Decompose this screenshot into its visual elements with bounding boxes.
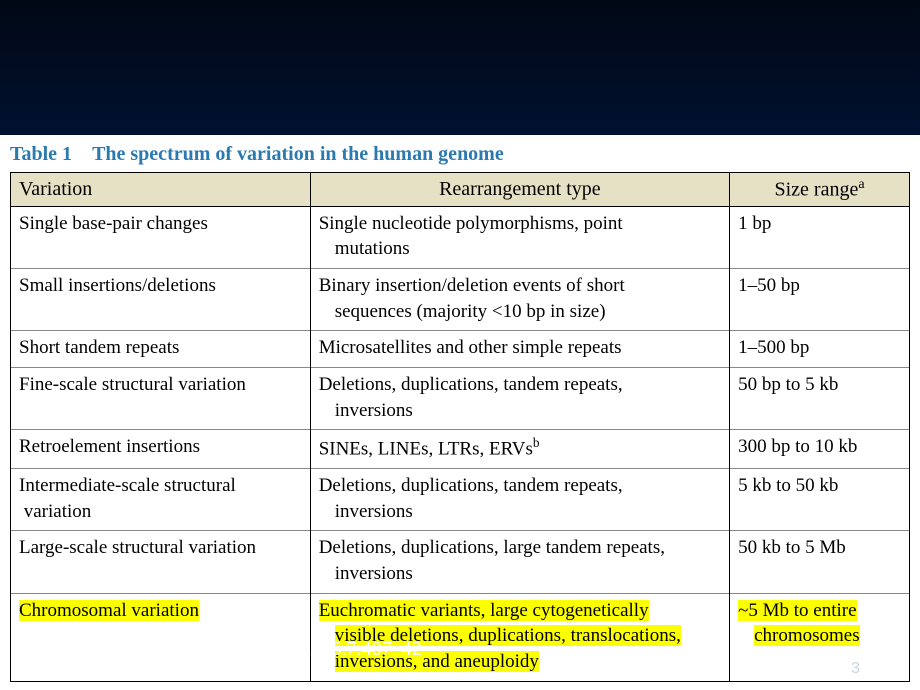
cell-size: ~5 Mb to entirechromosomes [730, 593, 910, 681]
variation-table: Variation Rearrangement type Size rangea… [10, 172, 910, 682]
cell-variation: Single base-pair changes [11, 206, 311, 268]
cell-size: 50 bp to 5 kb [730, 367, 910, 429]
cell-size: 300 bp to 10 kb [730, 430, 910, 469]
cell-rearrangement: Binary insertion/deletion events of shor… [310, 268, 729, 330]
col-header-variation: Variation [11, 173, 311, 207]
page-number: 3 [851, 660, 860, 678]
cell-rearrangement: Deletions, duplications, tandem repeats,… [310, 367, 729, 429]
citation-text: Annu. Rev. Genomics Hum. Genet. 2006.7:4… [12, 638, 422, 661]
cell-variation: Large-scale structural variation [11, 531, 311, 593]
cell-size: 1–50 bp [730, 268, 910, 330]
table-row: Intermediate-scale structural variation … [11, 469, 910, 531]
col-header-size: Size rangea [730, 173, 910, 207]
table-row: Retroelement insertions SINEs, LINEs, LT… [11, 430, 910, 469]
cell-variation: Fine-scale structural variation [11, 367, 311, 429]
cell-rearrangement: Single nucleotide polymorphisms, pointmu… [310, 206, 729, 268]
table-row: Large-scale structural variation Deletio… [11, 531, 910, 593]
table-panel: Table 1 The spectrum of variation in the… [0, 135, 920, 690]
table-title-prefix: Table 1 [10, 143, 72, 165]
cell-size: 5 kb to 50 kb [730, 469, 910, 531]
table-title-text: The spectrum of variation in the human g… [92, 143, 504, 165]
cell-variation: Retroelement insertions [11, 430, 311, 469]
table-header-row: Variation Rearrangement type Size rangea [11, 173, 910, 207]
cell-variation: Small insertions/deletions [11, 268, 311, 330]
table-row: Single base-pair changes Single nucleoti… [11, 206, 910, 268]
table-title: Table 1 The spectrum of variation in the… [10, 143, 910, 166]
table-row: Small insertions/deletions Binary insert… [11, 268, 910, 330]
table-row: Short tandem repeats Microsatellites and… [11, 331, 910, 368]
cell-size: 50 kb to 5 Mb [730, 531, 910, 593]
cell-size: 1–500 bp [730, 331, 910, 368]
table-row: Fine-scale structural variation Deletion… [11, 367, 910, 429]
cell-size: 1 bp [730, 206, 910, 268]
col-header-rearrangement: Rearrangement type [310, 173, 729, 207]
cell-rearrangement: SINEs, LINEs, LTRs, ERVsb [310, 430, 729, 469]
cell-rearrangement: Deletions, duplications, tandem repeats,… [310, 469, 729, 531]
cell-variation: Short tandem repeats [11, 331, 311, 368]
cell-rearrangement: Microsatellites and other simple repeats [310, 331, 729, 368]
cell-variation: Intermediate-scale structural variation [11, 469, 311, 531]
cell-rearrangement: Deletions, duplications, large tandem re… [310, 531, 729, 593]
